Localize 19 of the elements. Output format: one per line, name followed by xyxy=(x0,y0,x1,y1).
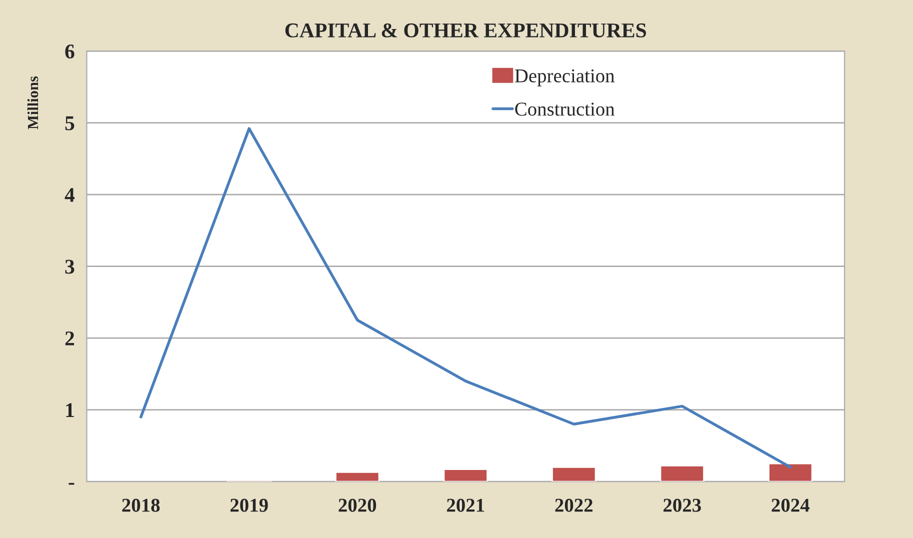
x-tick-label: 2024 xyxy=(772,498,810,512)
y-tick-label: 2 xyxy=(65,331,74,346)
x-tick-label: 2021 xyxy=(447,498,484,512)
y-tick-label: 4 xyxy=(64,188,75,202)
y-tick-label: - xyxy=(68,482,74,485)
chart-title: CAPITAL & OTHER EXPENDITURES xyxy=(285,23,646,38)
y-tick-label: 5 xyxy=(65,116,74,130)
x-tick-label: 2020 xyxy=(338,498,376,512)
x-tick-label: 2018 xyxy=(122,498,160,512)
x-tick-label: 2023 xyxy=(664,498,701,512)
x-tick-label: 2019 xyxy=(230,498,268,512)
y-axis-title: Millions xyxy=(27,76,38,130)
legend-label: Depreciation xyxy=(514,69,614,86)
y-tick-label: 6 xyxy=(65,44,74,59)
legend-label: Construction xyxy=(515,102,615,116)
y-tick-label: 3 xyxy=(65,260,74,274)
x-tick-label: 2022 xyxy=(555,498,592,512)
line-series xyxy=(139,127,792,469)
y-tick-label: 1 xyxy=(66,403,74,418)
